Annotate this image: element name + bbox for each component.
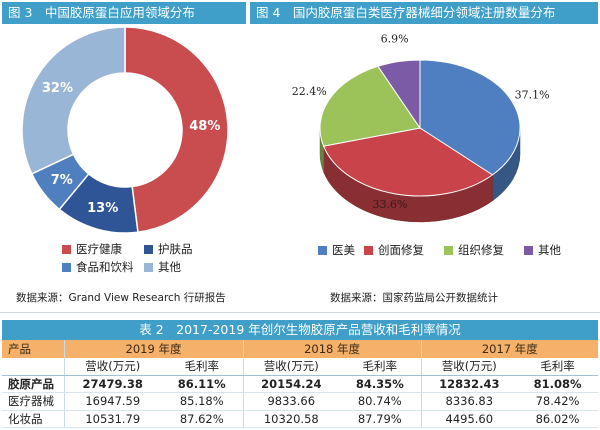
legend-label: 护肤品 xyxy=(158,242,193,256)
pie3d-value-label: 6.9% xyxy=(381,32,409,45)
fig3-source: 数据来源：Grand View Research 行研报告 xyxy=(16,292,226,304)
fig3-legend-item: 护肤品 xyxy=(144,241,193,257)
cell-margin: 81.08% xyxy=(517,375,599,393)
charts-canvas: 48% 13% 7% 32% 37.1% 33.6% 22.4% 6.9% xyxy=(21,26,550,234)
legend-swatch xyxy=(364,245,373,255)
fig3-title: 图 3 中国胶原蛋白应用领域分布 xyxy=(2,2,246,24)
cell-margin: 80.74% xyxy=(339,392,422,411)
cell-revenue: 12832.43 xyxy=(420,375,518,393)
cell-margin: 84.35% xyxy=(339,375,422,393)
fig4-legend-item: 医美 xyxy=(318,242,355,258)
fig4-legend: 医美 创面修复 组织修复 其他 xyxy=(318,242,561,278)
fig4-title: 图 4 国内胶原蛋白类医疗器械细分领域注册数量分布 xyxy=(250,2,598,24)
col-header-year-2018: 2018 年度 xyxy=(242,340,422,358)
col-header-product: 产品 xyxy=(2,340,64,358)
fig4-legend-item: 创面修复 xyxy=(364,242,424,258)
col-header-year-2017: 2017 年度 xyxy=(420,340,599,358)
legend-label: 其他 xyxy=(158,260,181,274)
donut-value-label: 7% xyxy=(51,173,73,188)
cell-revenue: 16947.59 xyxy=(63,392,161,411)
pie3d-value-label: 37.1% xyxy=(515,88,550,101)
cell-margin: 87.62% xyxy=(161,410,244,428)
cell-revenue: 20154.24 xyxy=(242,375,340,393)
legend-label: 组织修复 xyxy=(458,243,504,257)
row-label: 医疗器械 xyxy=(2,392,64,411)
cell-margin: 87.79% xyxy=(339,410,422,428)
sub-header-margin: 毛利率 xyxy=(517,357,599,376)
legend-label: 其他 xyxy=(538,243,561,257)
donut-slice xyxy=(124,26,229,234)
legend-label: 医美 xyxy=(332,243,355,257)
legend-label: 食品和饮料 xyxy=(76,260,134,274)
row-label: 胶原产品 xyxy=(2,375,64,393)
donut-value-label: 48% xyxy=(189,119,220,134)
cell-margin: 85.18% xyxy=(161,392,244,411)
table-row: 化妆品 10531.79 87.62% 10320.58 87.79% 4495… xyxy=(2,410,599,428)
cell-margin: 86.02% xyxy=(517,410,599,428)
row-label: 化妆品 xyxy=(2,410,64,428)
fig4-legend-item: 其他 xyxy=(524,242,561,258)
cell-revenue: 8336.83 xyxy=(420,392,518,411)
cell-revenue: 27479.38 xyxy=(63,375,161,393)
pie3d-value-label: 33.6% xyxy=(373,198,408,211)
cell-revenue: 10320.58 xyxy=(242,410,340,428)
pie3d-slice xyxy=(419,59,521,176)
donut-slice xyxy=(21,26,126,175)
legend-label: 医疗健康 xyxy=(76,242,122,256)
cell-revenue: 4495.60 xyxy=(420,410,518,428)
sub-header-revenue: 营收(万元) xyxy=(63,357,161,376)
legend-swatch xyxy=(318,245,327,255)
sub-header-revenue: 营收(万元) xyxy=(420,357,518,376)
pie3d-value-label: 22.4% xyxy=(292,85,327,98)
legend-swatch xyxy=(144,262,153,272)
legend-swatch xyxy=(62,262,71,272)
fig3-legend: 医疗健康 护肤品食品和饮料 其他 xyxy=(62,241,292,277)
table-row: 医疗器械 16947.59 85.18% 9833.66 80.74% 8336… xyxy=(2,392,599,411)
fig3-legend-item: 医疗健康 xyxy=(62,241,122,257)
donut-value-label: 32% xyxy=(42,81,73,96)
fig3-legend-item: 其他 xyxy=(144,259,181,275)
pie3d-slice xyxy=(319,65,421,147)
legend-swatch xyxy=(444,245,453,255)
donut-value-label: 13% xyxy=(87,201,118,216)
legend-swatch xyxy=(62,244,71,254)
pie3d-slice xyxy=(377,59,421,130)
table-row: 胶原产品 27479.38 86.11% 20154.24 84.35% 128… xyxy=(2,375,599,393)
fig4-legend-item: 组织修复 xyxy=(444,242,504,258)
legend-swatch xyxy=(144,244,153,254)
cell-margin: 78.42% xyxy=(517,392,599,411)
sub-header-revenue: 营收(万元) xyxy=(242,357,340,376)
legend-label: 创面修复 xyxy=(378,243,424,257)
sub-header-blank xyxy=(2,357,64,376)
section-divider xyxy=(0,312,600,313)
fig3-legend-item: 食品和饮料 xyxy=(62,259,134,275)
cell-revenue: 9833.66 xyxy=(242,392,340,411)
table-title: 表 2 2017-2019 年创尔生物胶原产品营收和毛利率情况 xyxy=(2,320,598,340)
cell-margin: 86.11% xyxy=(161,375,244,393)
sub-header-margin: 毛利率 xyxy=(161,357,244,376)
fig4-source: 数据来源：国家药监局公开数据统计 xyxy=(330,292,498,304)
cell-revenue: 10531.79 xyxy=(63,410,161,428)
revenue-margin-table: 产品 2019 年度 2018 年度 2017 年度 营收(万元) 毛利率 营收… xyxy=(2,340,599,428)
legend-swatch xyxy=(524,245,533,255)
col-header-year-2019: 2019 年度 xyxy=(63,340,244,358)
pie3d-slice xyxy=(322,127,494,197)
sub-header-margin: 毛利率 xyxy=(339,357,422,376)
